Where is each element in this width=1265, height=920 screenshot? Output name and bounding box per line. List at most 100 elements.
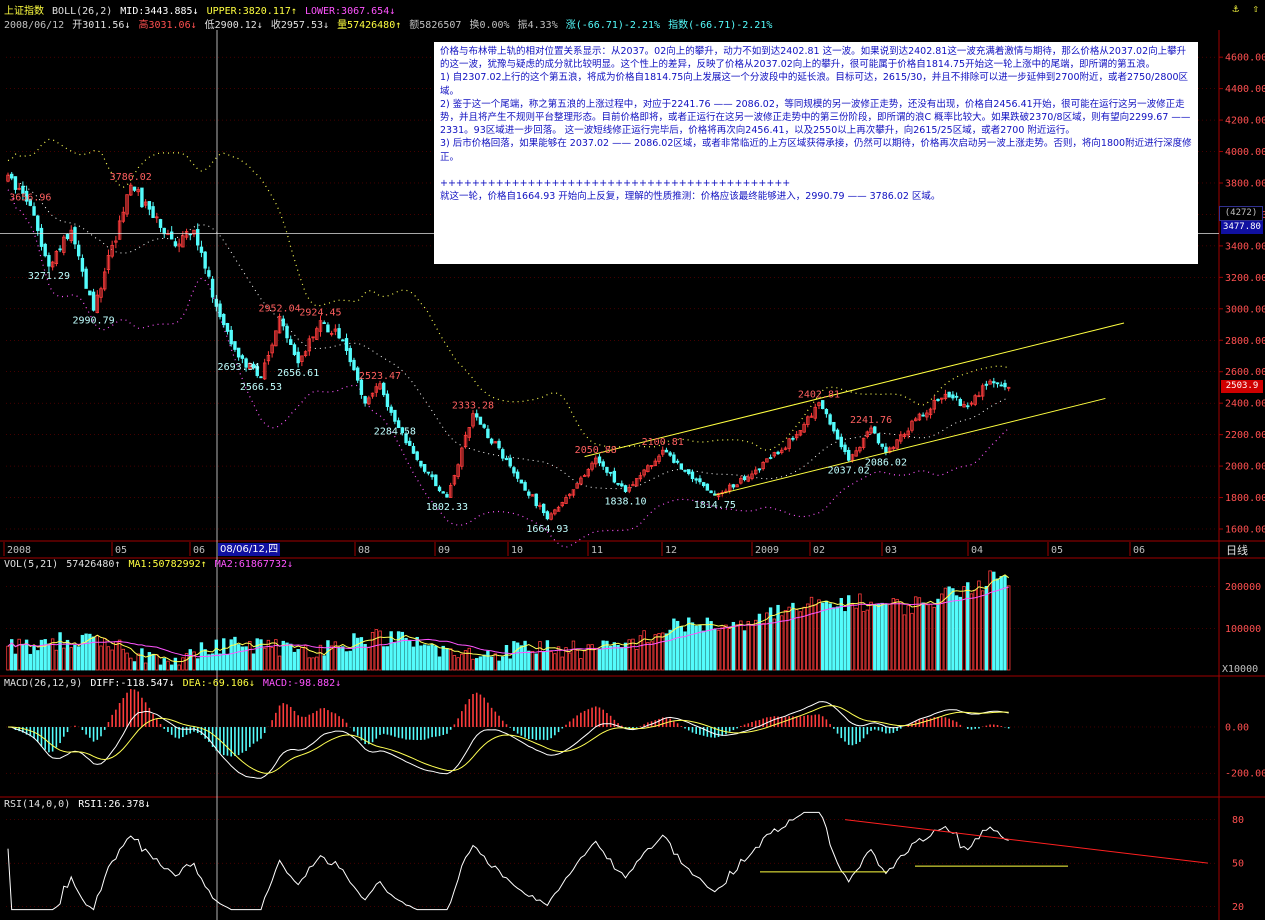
candle-body (69, 229, 73, 242)
period-label[interactable]: 日线 (1226, 544, 1248, 557)
volume-ma2-line (7, 586, 1009, 658)
volume-bar (99, 645, 103, 671)
volume-bar (899, 601, 903, 671)
price-tick-label: 1800.00 (1225, 493, 1265, 504)
candle-body (404, 433, 408, 444)
candle-body (847, 449, 851, 461)
volume-bar (307, 657, 312, 671)
candle-body (255, 365, 259, 376)
scroll-up-icon[interactable]: ⇧ (1252, 2, 1259, 15)
volume-bar (787, 606, 791, 671)
volume-bar (735, 624, 739, 671)
volume-ma1-line (7, 574, 1010, 663)
volume-bar (724, 624, 728, 671)
candle-body (1003, 382, 1007, 388)
rsi-tick-label: 20 (1232, 902, 1244, 913)
candle-body (768, 457, 773, 459)
candle-body (579, 477, 583, 485)
candle-body (571, 489, 576, 496)
candle-body (448, 485, 453, 498)
volume-bar (277, 655, 282, 671)
anchor-icon[interactable]: ⚓ (1232, 2, 1239, 15)
candle-body (556, 506, 561, 512)
volume-bar (251, 653, 256, 671)
volume-bar (69, 647, 73, 671)
candle-body (222, 314, 226, 326)
volume-bar (6, 645, 10, 671)
candle-body (843, 444, 847, 453)
volume-bar (594, 647, 598, 671)
volume-bar (501, 656, 505, 671)
volume-bar (21, 643, 25, 671)
volume-bar (355, 637, 360, 671)
volume-bar (370, 631, 375, 671)
candle-body (638, 475, 643, 480)
volume-bar (616, 645, 620, 671)
candle-body (590, 462, 594, 470)
count-badge: (4272) (1219, 206, 1263, 221)
candle-body (928, 408, 933, 416)
volume-bar (374, 629, 378, 671)
candle-body (460, 447, 464, 467)
volume-bar (475, 658, 479, 671)
volume-bar (612, 642, 617, 671)
volume-bar (791, 602, 795, 671)
volume-bar (434, 645, 438, 671)
macd-tick-label: -200.00 (1225, 769, 1265, 780)
volume-bar (393, 642, 397, 671)
candle-body (207, 270, 211, 277)
note-separator: ++++++++++++++++++++++++++++++++++++++++… (440, 177, 791, 189)
candle-body (147, 201, 152, 210)
quote-open: 开3011.56↓ (72, 20, 131, 31)
volume-bar (270, 647, 274, 671)
volume-bar (664, 633, 669, 671)
volume-bar (995, 578, 1000, 671)
last-price-box: 2503.9 (1221, 380, 1263, 393)
volume-bar (1003, 575, 1007, 671)
rsi-value: RSI1:26.378↓ (78, 799, 151, 810)
volume-bar (727, 628, 732, 671)
volume-bar (590, 644, 594, 671)
candle-body (426, 471, 431, 474)
volume-bar (716, 629, 721, 671)
candle-body (117, 220, 122, 240)
volume-bar (103, 637, 107, 671)
volume-bar (426, 645, 431, 671)
volume-bar (344, 651, 349, 671)
candle-body (441, 491, 445, 494)
rsi-tick-label: 80 (1232, 815, 1244, 826)
price-pivot-label: 3271.29 (28, 271, 70, 282)
volume-bar (646, 642, 650, 671)
candle-body (601, 461, 605, 467)
candle-body (411, 445, 416, 454)
candle-body (560, 502, 564, 507)
volume-bar (236, 644, 241, 671)
candle-body (236, 347, 241, 358)
candle-body (739, 478, 743, 484)
candle-body (192, 229, 196, 235)
note-paragraph-3: 2) 鉴于这一个尾端，称之第五浪的上涨过程中，对应于2241.76 —— 208… (440, 98, 1191, 137)
volume-bar (382, 646, 386, 671)
volume-bar (359, 637, 364, 671)
volume-bar (121, 648, 126, 671)
volume-bar (876, 603, 881, 671)
volume-bar (530, 650, 535, 671)
volume-bar (757, 613, 762, 671)
index-title[interactable]: 上证指数 (4, 6, 44, 17)
volume-bar (783, 610, 788, 671)
price-tick-label: 3800.00 (1225, 178, 1265, 189)
date-tick-label: 04 (971, 545, 983, 556)
candle-body (91, 291, 96, 311)
candle-body (114, 240, 118, 243)
volume-bar (549, 651, 553, 671)
candle-body (50, 261, 55, 268)
volume-bar (832, 607, 836, 671)
volume-bar (519, 645, 524, 671)
volume-bar (143, 662, 148, 671)
volume-bar (333, 641, 338, 671)
candle-body (824, 408, 829, 415)
candle-body (136, 189, 140, 193)
header-line-1: 上证指数 BOLL(26,2) MID:3443.885↓ UPPER:3820… (4, 2, 397, 17)
date-tick-label: 2008 (7, 545, 31, 556)
candle-body (783, 447, 788, 450)
